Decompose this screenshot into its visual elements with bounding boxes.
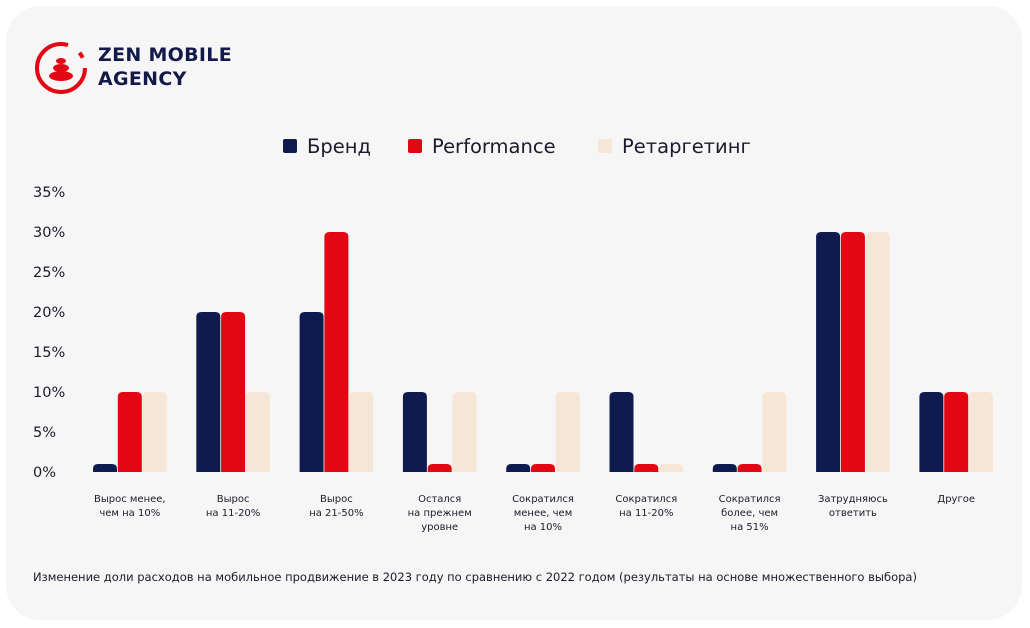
bar <box>944 392 969 472</box>
bar <box>555 392 580 472</box>
y-tick-label: 15% <box>33 345 65 361</box>
bar <box>117 392 142 472</box>
x-tick-label: уровне <box>421 522 458 533</box>
bar <box>865 232 890 472</box>
bar <box>93 464 117 472</box>
y-tick-label: 30% <box>33 225 65 241</box>
x-tick-label: Сократился <box>615 494 677 505</box>
brand-name: ZEN MOBILE <box>98 44 232 66</box>
x-tick-label: на прежнем <box>408 508 472 519</box>
bar <box>919 392 944 472</box>
legend-swatch <box>408 139 422 153</box>
bar <box>737 464 762 472</box>
bar <box>245 392 270 472</box>
bar <box>402 392 427 472</box>
x-tick-label: ответить <box>829 508 877 519</box>
x-tick-label: на 21-50% <box>309 508 363 519</box>
x-tick-label: Вырос <box>320 494 353 505</box>
bar <box>221 312 246 472</box>
x-tick-label: более, чем <box>721 508 778 519</box>
bar <box>324 232 349 472</box>
legend-label: Performance <box>432 135 556 158</box>
bar <box>840 232 865 472</box>
bar <box>762 392 787 472</box>
x-tick-label: Другое <box>937 494 975 505</box>
y-tick-label: 20% <box>33 305 65 321</box>
bar <box>634 464 659 472</box>
bar <box>609 392 634 472</box>
legend-swatch <box>598 139 612 153</box>
x-tick-label: на 51% <box>731 522 769 533</box>
bar <box>531 464 555 472</box>
x-tick-label: на 11-20% <box>206 508 260 519</box>
x-tick-label: менее, чем <box>514 508 573 519</box>
legend-label: Ретаргетинг <box>622 135 751 158</box>
bar <box>969 392 993 472</box>
bar <box>816 232 841 472</box>
x-tick-label: Затрудняюсь <box>818 494 888 505</box>
bar <box>506 464 531 472</box>
y-tick-label: 35% <box>33 185 65 201</box>
x-tick-label: Вырос менее, <box>94 494 166 505</box>
chart-caption: Изменение доли расходов на мобильное про… <box>33 570 917 584</box>
x-tick-label: на 10% <box>524 522 562 533</box>
y-tick-label: 10% <box>33 385 65 401</box>
bar <box>299 312 324 472</box>
y-tick-label: 0% <box>33 465 56 481</box>
x-tick-label: Сократился <box>512 494 574 505</box>
bar <box>659 464 684 472</box>
y-tick-label: 25% <box>33 265 65 281</box>
bar <box>196 312 221 472</box>
x-tick-label: Сократился <box>719 494 781 505</box>
y-tick-label: 5% <box>33 425 56 441</box>
brand-subtitle: AGENCY <box>98 68 187 90</box>
legend-swatch <box>283 139 297 153</box>
bar <box>427 464 452 472</box>
x-tick-label: на 11-20% <box>619 508 673 519</box>
zen-logo-icon <box>35 42 87 94</box>
x-tick-label: Остался <box>418 494 461 505</box>
bar <box>142 392 167 472</box>
bar <box>349 392 374 472</box>
bar <box>452 392 477 472</box>
x-tick-label: Вырос <box>217 494 250 505</box>
x-tick-label: чем на 10% <box>99 508 160 519</box>
legend-label: Бренд <box>307 135 371 158</box>
bar <box>712 464 737 472</box>
